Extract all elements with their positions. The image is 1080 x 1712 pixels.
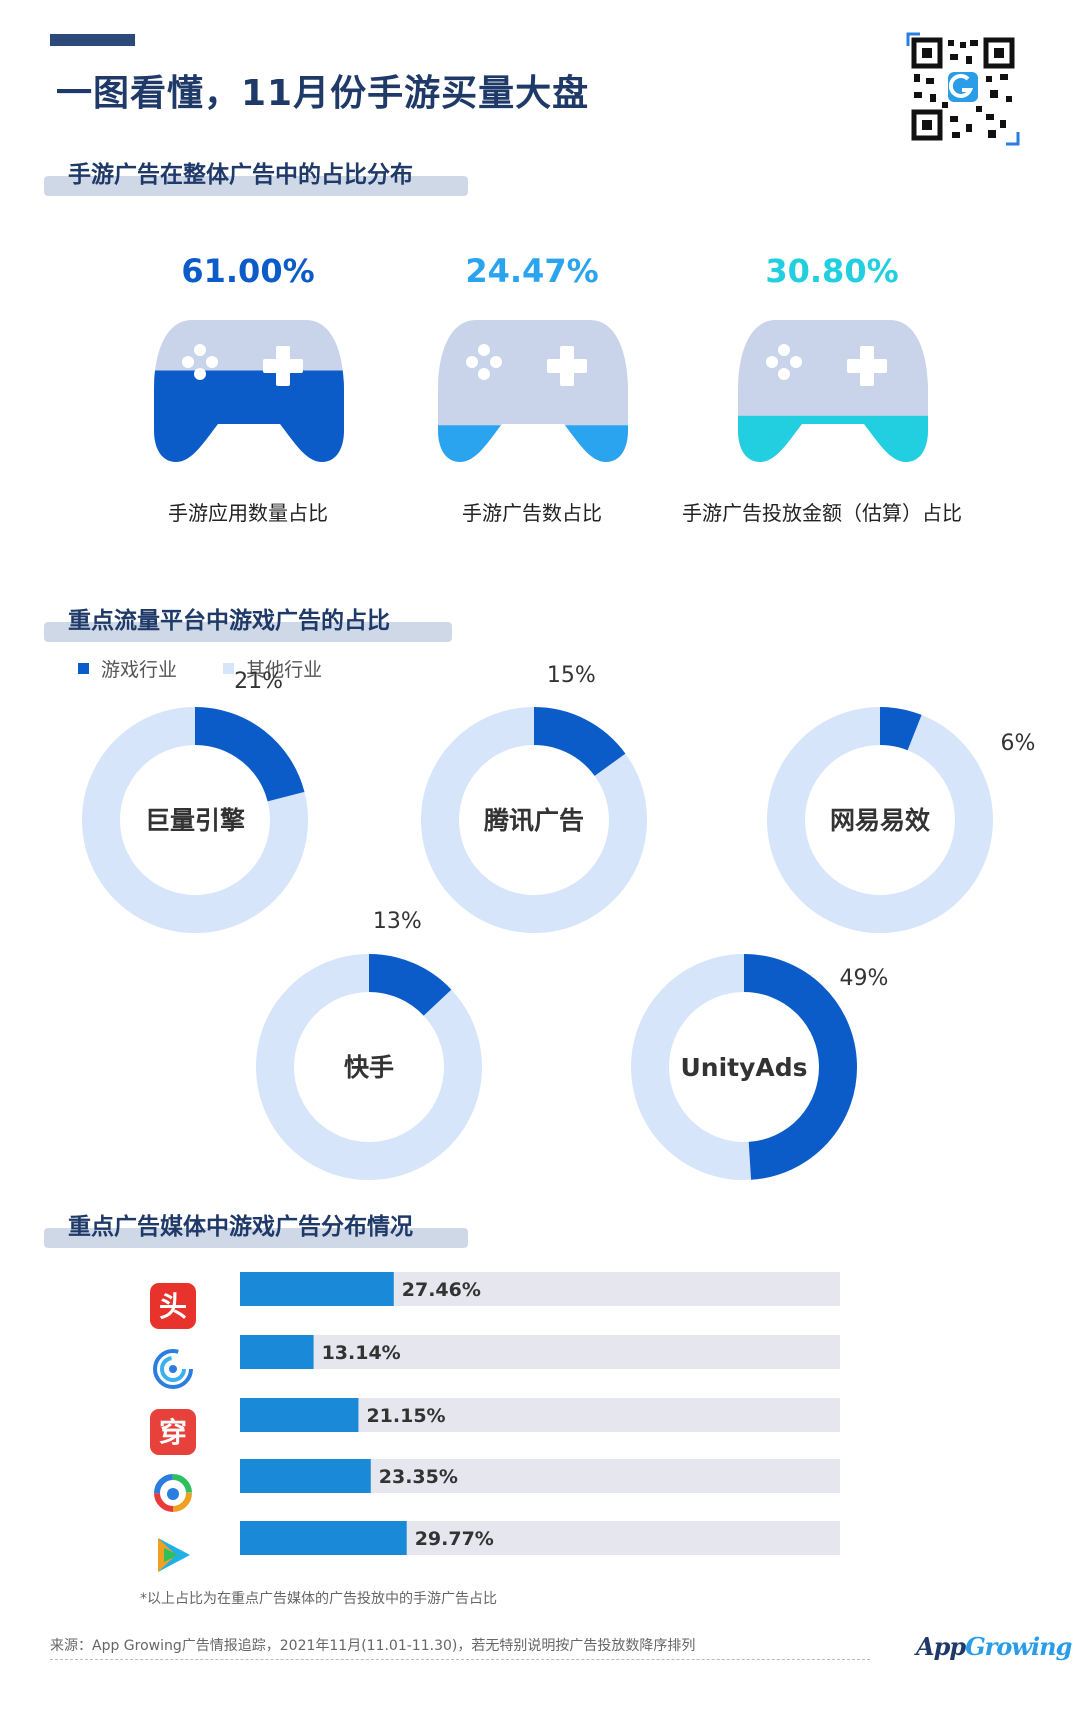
bar-fill-2 [240,1398,359,1432]
gamepad-fill-ad-spend [738,320,928,462]
donut-value-label-1: 15% [547,663,596,688]
footer-divider [50,1659,870,1660]
toutiao-icon: 头 [150,1283,196,1329]
app-growing-logo: AppGrowing [916,1632,1072,1661]
gamepad-fill-level [738,415,928,462]
donut-platform-name-3: 快手 [344,1053,394,1082]
donut-other-2 [767,707,993,933]
legend-swatch-other [223,663,235,674]
section-title-game-ad-share: 手游广告在整体广告中的占比分布 [44,160,468,196]
colorful-circle-icon [150,1470,196,1516]
donut-game-slice-4 [743,954,857,1180]
donut-value-label-4: 49% [840,966,889,991]
share-value-ad-spend: 30.80% [765,252,899,290]
donut-game-slice-2 [879,707,922,751]
section-title-platform-share: 重点流量平台中游戏广告的占比 [44,606,452,642]
svg-text:穿: 穿 [159,1416,187,1449]
page-title: 一图看懂，11月份手游买量大盘 [56,73,590,114]
bar-track-3 [240,1459,840,1493]
donut-game-slice-3 [368,954,452,1017]
donut-platform-name-1: 腾讯广告 [484,806,584,835]
share-label-app-count: 手游应用数量占比 [168,501,328,525]
legend-swatch-game [78,663,89,674]
bar-value-label-3: 23.35% [379,1466,458,1488]
bar-fill-1 [240,1335,314,1369]
donut-game-slice-1 [533,707,626,777]
donut-other-1 [421,707,647,933]
donut-legend: 游戏行业 其他行业 [78,655,322,682]
donut-platform-name-4: UnityAds [680,1053,807,1082]
share-value-app-count: 61.00% [181,252,315,290]
bar-value-label-2: 21.15% [366,1405,445,1427]
bar-value-label-0: 27.46% [402,1279,481,1301]
bar-value-label-4: 29.77% [415,1528,494,1550]
bar-track-1 [240,1335,840,1369]
source-note: 来源：App Growing广告情报追踪，2021年11月(11.01-11.3… [50,1638,696,1654]
gamepad-fill-app-count [154,320,344,462]
donut-platform-name-2: 网易易效 [830,806,930,835]
title-accent-bar [50,34,135,46]
gamepad-fill-ad-count [438,320,628,462]
legend-label-other: 其他行业 [246,659,323,681]
share-label-ad-count: 手游广告数占比 [462,501,602,525]
bar-track-2 [240,1398,840,1432]
bar-fill-4 [240,1521,407,1555]
qr-code-icon [906,32,1020,146]
svg-text:头: 头 [159,1290,187,1323]
share-label-ad-spend: 手游广告投放金额（估算）占比 [682,501,962,525]
donut-game-slice-0 [194,707,305,802]
bar-fill-0 [240,1272,394,1306]
share-value-ad-count: 24.47% [465,252,599,290]
donut-platform-name-0: 巨量引擎 [145,806,245,835]
bar-fill-3 [240,1459,371,1493]
bar-track-4 [240,1521,840,1555]
donut-other-3 [256,954,482,1180]
donut-value-label-2: 6% [1001,731,1036,756]
donut-value-label-3: 13% [373,909,422,934]
gamepad-fill-level [154,370,344,462]
donut-other-4 [631,954,857,1180]
bar-track-0 [240,1272,840,1306]
section-title-media-distribution: 重点广告媒体中游戏广告分布情况 [44,1212,468,1248]
bar-value-label-1: 13.14% [322,1342,401,1364]
gamepad-fill-level [438,425,628,462]
footnote: *以上占比为在重点广告媒体的广告投放中的手游广告占比 [140,1591,497,1607]
chuanshanjia-icon: 穿 [150,1409,196,1455]
ring-app-icon [150,1346,196,1392]
donut-other-0 [82,707,308,933]
legend-label-game: 游戏行业 [101,659,178,681]
video-play-icon [150,1532,196,1578]
